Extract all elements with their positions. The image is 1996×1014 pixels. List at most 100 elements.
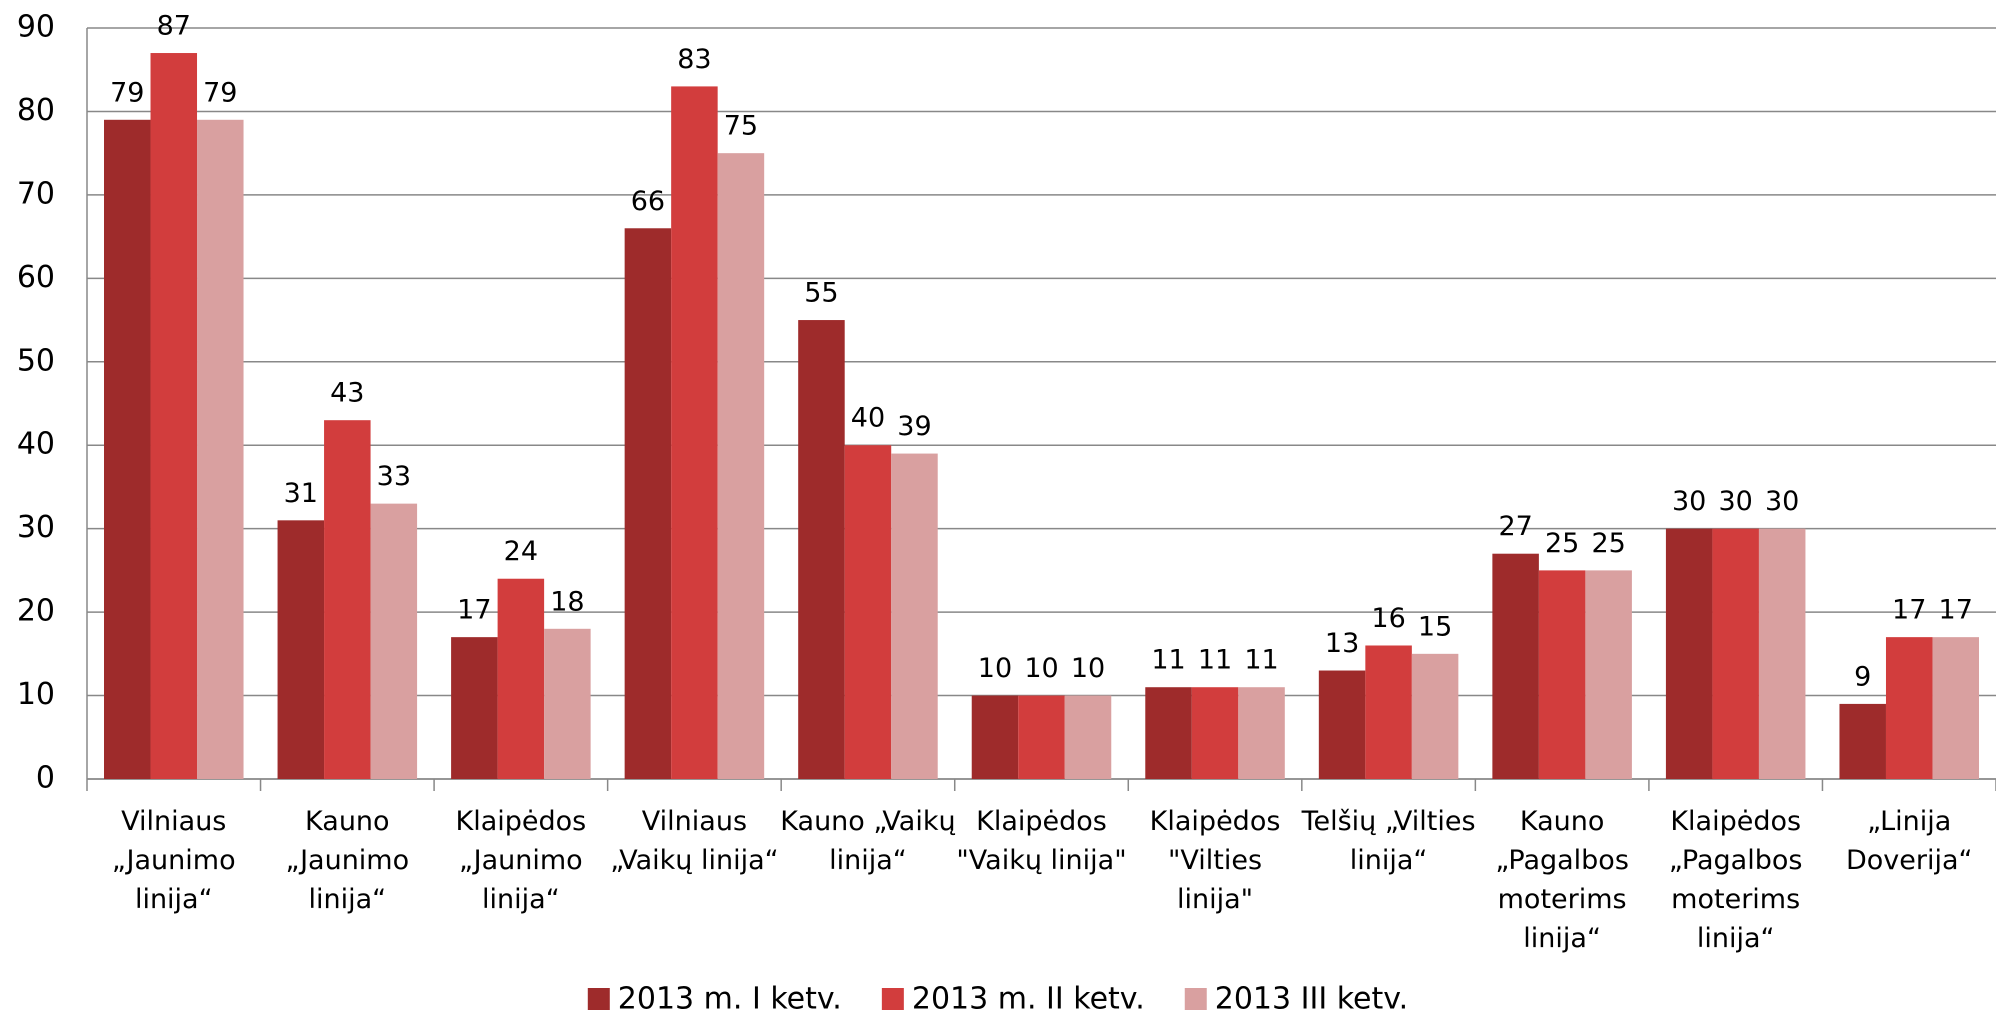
- bar: [1411, 653, 1459, 779]
- value-label: 25: [1545, 528, 1579, 559]
- bar: [1018, 695, 1065, 779]
- x-tick-label-line: "Vaikų linija": [956, 845, 1126, 876]
- x-tick-label: Klaipėdos "Vilties linija": [1150, 806, 1281, 915]
- bar: [891, 453, 938, 779]
- x-tick-label-line: moterims: [1498, 884, 1627, 915]
- bar: [798, 320, 845, 779]
- value-label: 18: [550, 586, 584, 617]
- y-tick-label: 40: [17, 427, 55, 462]
- y-tick-label: 20: [17, 594, 55, 629]
- bar: [451, 637, 498, 779]
- value-label: 25: [1591, 528, 1625, 559]
- x-tick-label-line: „Jaunimo: [285, 845, 409, 876]
- bar: [844, 445, 892, 779]
- x-tick-label: Vilniaus „Vaikų linija“: [610, 806, 778, 876]
- y-tick-label: 60: [17, 260, 55, 295]
- value-label: 27: [1498, 511, 1532, 542]
- x-tick-label: „Linija Doverija“: [1846, 806, 1973, 876]
- value-label: 11: [1244, 645, 1278, 676]
- x-tick-label: Klaipėdos „Pagalbos moterims linija“: [1669, 806, 1803, 954]
- bar: [1191, 687, 1239, 779]
- bar: [671, 86, 718, 779]
- x-tick-label-line: Vilniaus: [121, 806, 226, 837]
- bar: [104, 119, 151, 780]
- x-tick-label-line: Klaipėdos: [976, 806, 1107, 837]
- bar: [1064, 695, 1112, 779]
- bar: [1585, 570, 1632, 779]
- x-tick-label-line: linija“: [1523, 923, 1601, 954]
- value-label: 33: [377, 461, 411, 492]
- value-label: 83: [677, 44, 711, 75]
- value-label: 15: [1418, 611, 1452, 642]
- bar: [497, 578, 545, 779]
- y-tick-label: 50: [17, 343, 55, 378]
- bar: [1238, 687, 1285, 779]
- x-tick-label-line: Vilniaus: [642, 806, 747, 837]
- bar: [1839, 703, 1886, 779]
- x-tick-label-line: „Pagalbos: [1669, 845, 1803, 876]
- x-tick-label-line: Kauno: [305, 806, 390, 837]
- value-label: 9: [1854, 661, 1871, 692]
- x-tick-label-line: moterims: [1671, 884, 1800, 915]
- bar: [1492, 553, 1539, 779]
- value-label: 75: [724, 111, 758, 142]
- x-tick-label-line: linija“: [308, 884, 386, 915]
- x-tick-label-line: Kauno „Vaikų: [780, 806, 955, 837]
- x-tick-label-line: Klaipėdos: [455, 806, 586, 837]
- x-tick-label-line: "Vilties: [1168, 845, 1262, 876]
- x-tick-label: Vilniaus „Jaunimo linija“: [112, 806, 236, 915]
- value-label: 16: [1371, 603, 1405, 634]
- legend-label: 2013 m. II ketv.: [912, 982, 1145, 1014]
- bar: [624, 228, 672, 779]
- y-tick-label: 90: [17, 10, 55, 45]
- bar: [971, 695, 1019, 779]
- x-tick-label-line: linija“: [482, 884, 560, 915]
- value-label: 31: [284, 478, 318, 509]
- y-tick-label: 80: [17, 93, 55, 128]
- x-tick-label-line: Kauno: [1520, 806, 1605, 837]
- bar: [1665, 528, 1713, 779]
- legend-label: 2013 m. I ketv.: [618, 982, 842, 1014]
- x-tick-label-line: „Jaunimo: [459, 845, 583, 876]
- x-tick-label: Kauno „Jaunimo linija“: [285, 806, 409, 915]
- value-label: 13: [1325, 628, 1359, 659]
- x-tick-label-line: Telšių „Vilties: [1301, 806, 1476, 837]
- value-label: 17: [1939, 595, 1973, 626]
- x-tick-label: Telšių „Vilties linija“: [1301, 806, 1476, 876]
- bar: [1885, 637, 1933, 779]
- legend-swatch: [587, 988, 610, 1010]
- x-tick-label: Klaipėdos „Jaunimo linija“: [455, 806, 586, 915]
- x-tick-label-line: linija“: [829, 845, 907, 876]
- bar: [277, 520, 325, 779]
- x-tick-label: Kauno „Pagalbos moterims linija“: [1495, 806, 1629, 954]
- legend-label: 2013 III ketv.: [1215, 982, 1408, 1014]
- x-tick-label-line: Doverija“: [1846, 845, 1973, 876]
- value-label: 10: [978, 653, 1012, 684]
- x-tick-label-line: linija": [1177, 884, 1253, 915]
- value-label: 79: [110, 77, 144, 108]
- x-tick-label-line: Klaipėdos: [1670, 806, 1801, 837]
- value-label: 11: [1198, 645, 1232, 676]
- bar: [1758, 528, 1806, 779]
- bar: [717, 153, 765, 779]
- x-tick-label-line: linija“: [1350, 845, 1428, 876]
- value-label: 24: [504, 536, 538, 567]
- value-label: 87: [157, 11, 191, 42]
- y-tick-label: 0: [36, 761, 55, 796]
- value-label: 40: [851, 403, 885, 434]
- value-label: 10: [1024, 653, 1058, 684]
- y-tick-label: 30: [17, 510, 55, 545]
- value-label: 43: [330, 378, 364, 409]
- legend-swatch: [881, 988, 904, 1010]
- x-tick-label-line: linija“: [1697, 923, 1775, 954]
- bar: [544, 628, 591, 779]
- legend: 2013 m. I ketv. 2013 m. II ketv. 2013 III …: [587, 982, 1408, 1014]
- bar: [1318, 670, 1366, 779]
- x-tick-label-line: „Pagalbos: [1495, 845, 1629, 876]
- bar: [1145, 687, 1192, 779]
- x-tick-label-line: Klaipėdos: [1150, 806, 1281, 837]
- bar: [1932, 637, 1979, 779]
- bar: [1365, 645, 1412, 779]
- value-label: 11: [1151, 645, 1185, 676]
